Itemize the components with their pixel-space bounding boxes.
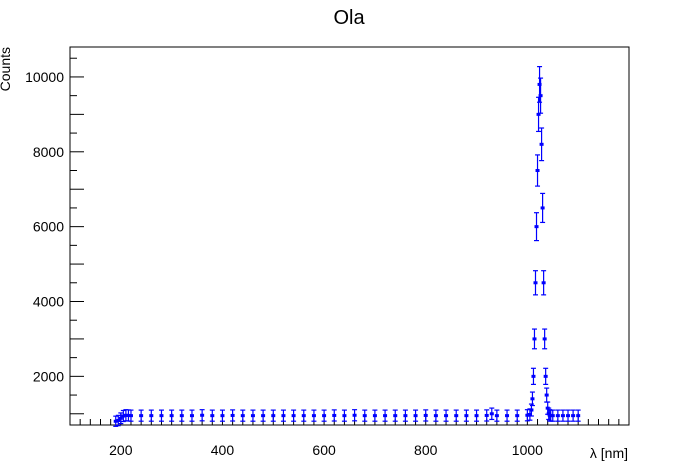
- plot-frame: [69, 46, 630, 426]
- y-axis-label: Counts: [0, 47, 13, 91]
- y-axis-ticks: [70, 57, 84, 415]
- data-point: [270, 409, 276, 422]
- data-point: [555, 409, 561, 422]
- data-point: [382, 409, 388, 422]
- data-point: [118, 412, 124, 425]
- data-point: [534, 212, 540, 242]
- x-axis-tick-labels: 200 400 600 800 1000: [109, 442, 543, 458]
- data-point: [550, 409, 556, 422]
- data-point: [541, 270, 547, 296]
- x-axis-label: λ [nm]: [590, 445, 628, 461]
- x-axis-ticks: [69, 413, 630, 425]
- data-points: [113, 66, 581, 427]
- x-tick-label: 1000: [512, 442, 543, 458]
- y-tick-label: 10000: [25, 69, 64, 85]
- data-point: [115, 414, 121, 427]
- data-point: [453, 409, 459, 422]
- data-point: [280, 409, 286, 422]
- data-point: [341, 409, 347, 422]
- x-tick-label: 400: [211, 442, 235, 458]
- data-point: [535, 154, 541, 187]
- data-point: [301, 409, 307, 422]
- y-tick-label: 4000: [33, 293, 64, 309]
- data-point: [413, 409, 419, 422]
- chart-title: Ola: [333, 7, 365, 29]
- data-point: [260, 409, 266, 422]
- data-point: [530, 367, 536, 385]
- data-point: [529, 391, 535, 407]
- data-point: [120, 409, 126, 423]
- data-point: [199, 409, 205, 422]
- data-point: [560, 409, 566, 422]
- data-point: [189, 409, 195, 422]
- y-tick-label: 2000: [33, 368, 64, 384]
- data-point: [570, 409, 576, 422]
- data-point: [544, 387, 550, 403]
- data-point: [443, 409, 449, 422]
- data-point: [219, 409, 225, 422]
- data-point: [240, 409, 246, 422]
- data-point: [321, 409, 327, 422]
- data-point: [138, 409, 144, 422]
- data-point: [113, 415, 119, 427]
- data-point: [504, 409, 510, 422]
- data-point: [392, 409, 398, 422]
- data-point: [362, 409, 368, 422]
- data-point: [128, 409, 134, 422]
- data-point: [311, 409, 317, 422]
- data-point: [179, 409, 185, 422]
- data-point: [540, 192, 546, 224]
- y-tick-label: 6000: [33, 219, 64, 235]
- data-point: [463, 409, 469, 422]
- data-point: [230, 409, 236, 422]
- data-point: [489, 407, 495, 421]
- data-point: [402, 409, 408, 422]
- y-axis-tick-labels: 2000 4000 6000 8000 10000: [25, 69, 64, 384]
- data-point: [514, 409, 520, 422]
- x-tick-label: 200: [109, 442, 133, 458]
- data-point: [372, 409, 378, 422]
- data-point: [575, 409, 581, 422]
- y-tick-label: 8000: [33, 144, 64, 160]
- data-point: [433, 409, 439, 422]
- data-point: [209, 409, 215, 422]
- data-point: [250, 409, 256, 422]
- x-tick-label: 600: [312, 442, 336, 458]
- data-point: [539, 127, 545, 162]
- data-point: [524, 409, 530, 422]
- data-point: [474, 409, 480, 422]
- data-point: [543, 367, 549, 385]
- data-point: [352, 409, 358, 422]
- data-point: [532, 270, 538, 296]
- data-point: [494, 409, 500, 422]
- data-point: [291, 409, 297, 422]
- x-tick-label: 800: [414, 442, 438, 458]
- data-point: [158, 409, 164, 422]
- data-point: [531, 328, 537, 350]
- data-point: [169, 409, 175, 422]
- data-point: [331, 409, 337, 422]
- data-point: [542, 328, 548, 350]
- data-point: [565, 409, 571, 422]
- data-point: [148, 409, 154, 422]
- data-point: [423, 409, 429, 422]
- data-point: [538, 77, 544, 114]
- data-point: [484, 409, 490, 422]
